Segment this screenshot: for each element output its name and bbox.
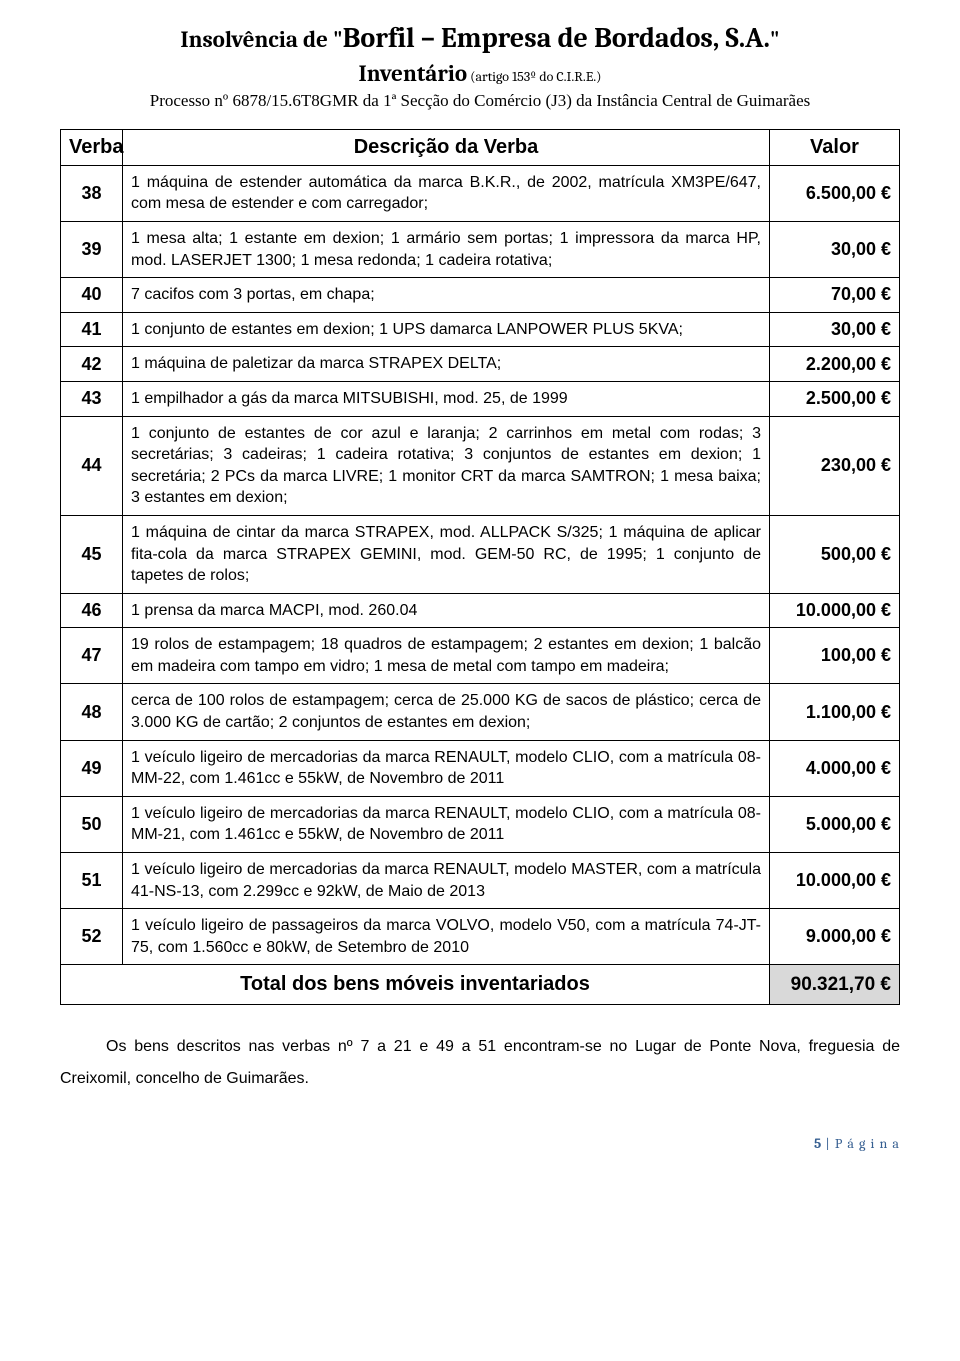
cell-verba: 51 [61, 853, 123, 909]
header-suffix: " [770, 26, 780, 53]
cell-descricao: 1 veículo ligeiro de mercadorias da marc… [123, 740, 770, 796]
page-number: 5 | P á g i n a [60, 1135, 900, 1152]
cell-verba: 42 [61, 347, 123, 382]
table-row: 511 veículo ligeiro de mercadorias da ma… [61, 853, 900, 909]
cell-descricao: 1 máquina de estender automática da marc… [123, 165, 770, 221]
cell-verba: 38 [61, 165, 123, 221]
table-row: 407 cacifos com 3 portas, em chapa;70,00… [61, 278, 900, 313]
page-number-label: | P á g i n a [821, 1135, 900, 1152]
header-subtitle: Inventário (artigo 153º do C.I.R.E.) [60, 60, 900, 87]
total-value: 90.321,70 € [770, 965, 900, 1005]
table-row: 4719 rolos de estampagem; 18 quadros de … [61, 628, 900, 684]
table-row: 421 máquina de paletizar da marca STRAPE… [61, 347, 900, 382]
cell-valor: 30,00 € [770, 312, 900, 347]
cell-verba: 45 [61, 515, 123, 593]
cell-descricao: 1 máquina de paletizar da marca STRAPEX … [123, 347, 770, 382]
cell-descricao: 1 veículo ligeiro de mercadorias da marc… [123, 796, 770, 852]
cell-valor: 70,00 € [770, 278, 900, 313]
col-header-descricao: Descrição da Verba [123, 129, 770, 165]
table-row: 491 veículo ligeiro de mercadorias da ma… [61, 740, 900, 796]
cell-descricao: 1 conjunto de estantes de cor azul e lar… [123, 416, 770, 515]
cell-descricao: 1 veículo ligeiro de mercadorias da marc… [123, 853, 770, 909]
cell-valor: 6.500,00 € [770, 165, 900, 221]
table-row: 391 mesa alta; 1 estante em dexion; 1 ar… [61, 221, 900, 277]
cell-valor: 230,00 € [770, 416, 900, 515]
col-header-verba: Verba [61, 129, 123, 165]
header-title: Insolvência de "Borfil – Empresa de Bord… [60, 20, 900, 58]
cell-valor: 5.000,00 € [770, 796, 900, 852]
cell-descricao: 19 rolos de estampagem; 18 quadros de es… [123, 628, 770, 684]
cell-verba: 48 [61, 684, 123, 740]
cell-verba: 39 [61, 221, 123, 277]
footnote-text: Os bens descritos nas verbas nº 7 a 21 e… [60, 1031, 900, 1095]
cell-verba: 44 [61, 416, 123, 515]
col-header-valor: Valor [770, 129, 900, 165]
header-process: Processo nº 6878/15.6T8GMR da 1ª Secção … [60, 91, 900, 111]
total-label: Total dos bens móveis inventariados [61, 965, 770, 1005]
header-prefix: Insolvência de " [180, 26, 342, 53]
cell-valor: 9.000,00 € [770, 909, 900, 965]
header-line2-main: Inventário [358, 60, 467, 87]
cell-verba: 47 [61, 628, 123, 684]
table-row: 451 máquina de cintar da marca STRAPEX, … [61, 515, 900, 593]
inventory-table: Verba Descrição da Verba Valor 381 máqui… [60, 129, 900, 1006]
table-row: 411 conjunto de estantes em dexion; 1 UP… [61, 312, 900, 347]
cell-valor: 100,00 € [770, 628, 900, 684]
table-header-row: Verba Descrição da Verba Valor [61, 129, 900, 165]
table-row: 431 empilhador a gás da marca MITSUBISHI… [61, 381, 900, 416]
cell-valor: 2.200,00 € [770, 347, 900, 382]
cell-descricao: 1 conjunto de estantes em dexion; 1 UPS … [123, 312, 770, 347]
header-line2-small: (artigo 153º do C.I.R.E.) [467, 68, 601, 85]
cell-verba: 52 [61, 909, 123, 965]
cell-valor: 2.500,00 € [770, 381, 900, 416]
table-row: 521 veículo ligeiro de passageiros da ma… [61, 909, 900, 965]
table-row: 48cerca de 100 rolos de estampagem; cerc… [61, 684, 900, 740]
cell-valor: 1.100,00 € [770, 684, 900, 740]
table-row: 501 veículo ligeiro de mercadorias da ma… [61, 796, 900, 852]
cell-descricao: 1 veículo ligeiro de passageiros da marc… [123, 909, 770, 965]
cell-valor: 500,00 € [770, 515, 900, 593]
cell-descricao: 1 empilhador a gás da marca MITSUBISHI, … [123, 381, 770, 416]
cell-verba: 49 [61, 740, 123, 796]
cell-descricao: cerca de 100 rolos de estampagem; cerca … [123, 684, 770, 740]
table-row: 461 prensa da marca MACPI, mod. 260.0410… [61, 593, 900, 628]
table-total-row: Total dos bens móveis inventariados90.32… [61, 965, 900, 1005]
cell-valor: 4.000,00 € [770, 740, 900, 796]
cell-descricao: 7 cacifos com 3 portas, em chapa; [123, 278, 770, 313]
table-row: 381 máquina de estender automática da ma… [61, 165, 900, 221]
table-row: 441 conjunto de estantes de cor azul e l… [61, 416, 900, 515]
cell-verba: 43 [61, 381, 123, 416]
cell-verba: 50 [61, 796, 123, 852]
cell-verba: 46 [61, 593, 123, 628]
cell-descricao: 1 prensa da marca MACPI, mod. 260.04 [123, 593, 770, 628]
cell-valor: 10.000,00 € [770, 593, 900, 628]
header-company: Borfil – Empresa de Bordados, S.A. [343, 22, 770, 54]
cell-verba: 40 [61, 278, 123, 313]
cell-valor: 30,00 € [770, 221, 900, 277]
cell-verba: 41 [61, 312, 123, 347]
cell-descricao: 1 mesa alta; 1 estante em dexion; 1 armá… [123, 221, 770, 277]
cell-valor: 10.000,00 € [770, 853, 900, 909]
cell-descricao: 1 máquina de cintar da marca STRAPEX, mo… [123, 515, 770, 593]
